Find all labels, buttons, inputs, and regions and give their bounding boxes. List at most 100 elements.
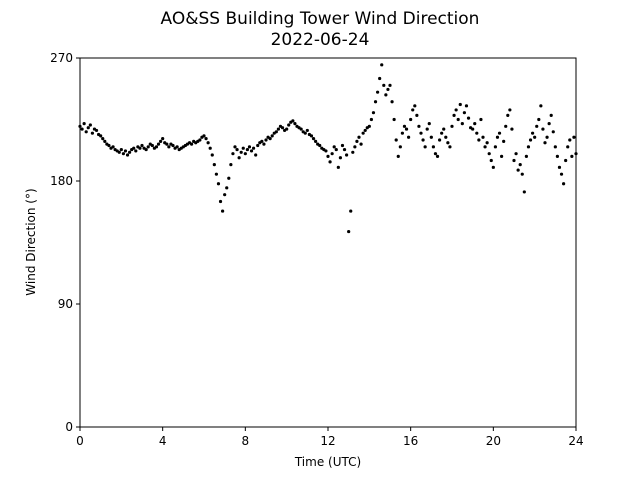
- data-point: [121, 152, 125, 156]
- data-point: [446, 141, 450, 145]
- y-tick-label: 180: [50, 174, 73, 188]
- x-tick-label: 24: [568, 434, 583, 448]
- data-point: [123, 149, 128, 153]
- data-point: [247, 145, 252, 149]
- data-point: [132, 146, 136, 150]
- data-point: [165, 142, 169, 146]
- data-point: [545, 135, 549, 139]
- chart-title: AO&SS Building Tower Wind Direction: [161, 9, 480, 29]
- data-point: [208, 146, 212, 150]
- data-point: [94, 128, 99, 133]
- data-point: [425, 127, 429, 131]
- x-tick-label: 4: [159, 434, 167, 448]
- data-point: [340, 143, 345, 148]
- data-point: [223, 193, 227, 197]
- data-point: [371, 111, 376, 115]
- data-point: [150, 143, 154, 148]
- data-point: [235, 147, 239, 152]
- data-point: [535, 124, 539, 128]
- data-point: [458, 102, 462, 107]
- data-point: [363, 128, 367, 133]
- data-point: [543, 141, 547, 145]
- data-point: [353, 145, 357, 149]
- data-point: [314, 139, 318, 143]
- data-point: [245, 147, 249, 152]
- data-point: [407, 135, 411, 139]
- data-point: [400, 131, 404, 135]
- data-point: [423, 145, 427, 149]
- data-point: [504, 124, 508, 128]
- data-point: [268, 137, 272, 141]
- data-point: [448, 145, 452, 149]
- data-point: [481, 135, 485, 139]
- data-point: [318, 143, 322, 148]
- data-point: [413, 104, 417, 108]
- data-point: [351, 150, 355, 154]
- chart-subtitle: 2022-06-24: [271, 30, 370, 50]
- data-point: [380, 63, 384, 67]
- data-point: [396, 154, 400, 158]
- data-point: [491, 165, 495, 169]
- data-point: [117, 150, 121, 154]
- data-point: [231, 152, 235, 156]
- data-point: [225, 186, 229, 190]
- data-point: [138, 146, 142, 150]
- data-point: [161, 137, 165, 141]
- data-point: [487, 152, 491, 156]
- data-point: [433, 152, 438, 156]
- data-point: [357, 135, 361, 139]
- data-point: [528, 138, 533, 142]
- data-point: [252, 146, 256, 150]
- data-point: [500, 154, 504, 158]
- y-tick-label: 0: [65, 420, 73, 434]
- data-point: [167, 145, 171, 149]
- x-axis-label: Time (UTC): [294, 455, 361, 469]
- data-point: [171, 143, 175, 148]
- data-point: [88, 123, 92, 127]
- data-point: [227, 176, 231, 180]
- data-point: [254, 153, 258, 157]
- data-point: [305, 128, 309, 133]
- data-point: [285, 127, 289, 131]
- data-point: [566, 145, 570, 149]
- data-point: [390, 100, 394, 104]
- data-point: [402, 124, 407, 128]
- data-point: [398, 145, 402, 149]
- data-point: [218, 199, 223, 204]
- data-point: [347, 229, 351, 234]
- data-point: [276, 127, 280, 131]
- data-point: [382, 83, 386, 87]
- data-point: [367, 124, 371, 128]
- data-point: [462, 111, 466, 115]
- data-point: [384, 93, 388, 97]
- data-point: [229, 163, 233, 167]
- data-point: [125, 153, 130, 157]
- data-point: [497, 131, 502, 135]
- data-point: [204, 137, 208, 141]
- data-point: [417, 124, 421, 128]
- data-point: [293, 122, 297, 126]
- data-point: [243, 152, 247, 156]
- data-point: [119, 147, 123, 152]
- x-tick-label: 12: [320, 434, 335, 448]
- y-tick-label: 270: [50, 51, 73, 65]
- data-point: [175, 145, 179, 149]
- data-point: [82, 122, 86, 126]
- data-point: [260, 139, 264, 143]
- data-point: [514, 152, 518, 156]
- data-point: [140, 143, 144, 148]
- data-point: [489, 158, 493, 163]
- data-point: [256, 143, 260, 148]
- data-point: [444, 135, 448, 139]
- data-point: [274, 130, 278, 134]
- data-point: [524, 154, 529, 158]
- data-point: [342, 147, 347, 152]
- data-point: [328, 160, 332, 164]
- data-point: [518, 163, 522, 167]
- data-point: [86, 126, 90, 130]
- data-point: [442, 127, 446, 131]
- data-point: [212, 163, 216, 167]
- data-point: [311, 137, 316, 141]
